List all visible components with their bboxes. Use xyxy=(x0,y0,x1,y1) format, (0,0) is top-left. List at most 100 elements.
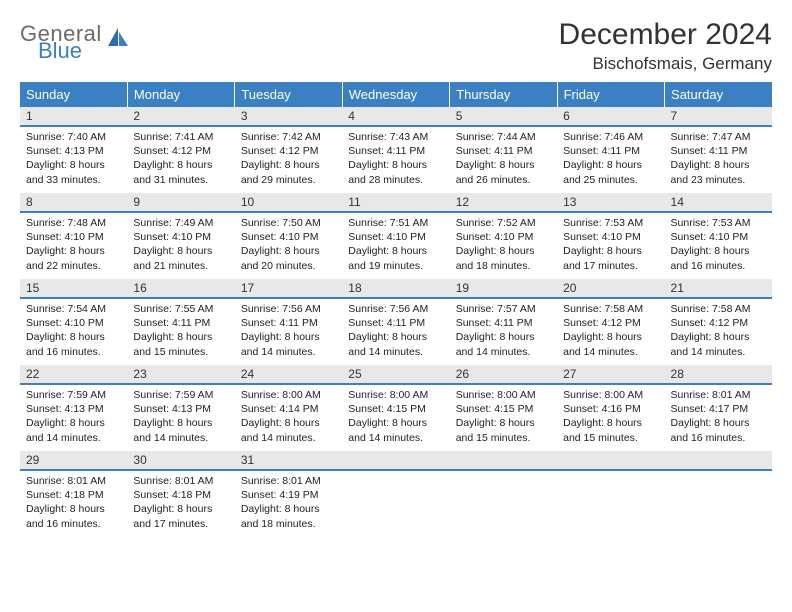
sunrise-line: Sunrise: 7:48 AM xyxy=(26,216,121,230)
sunrise-line: Sunrise: 8:00 AM xyxy=(348,388,443,402)
sunset-line: Sunset: 4:14 PM xyxy=(241,402,336,416)
day-details: Sunrise: 7:46 AMSunset: 4:11 PMDaylight:… xyxy=(557,127,664,191)
calendar-cell: 8Sunrise: 7:48 AMSunset: 4:10 PMDaylight… xyxy=(20,193,127,279)
day-details: Sunrise: 7:56 AMSunset: 4:11 PMDaylight:… xyxy=(235,299,342,363)
day-number: 3 xyxy=(235,107,342,127)
calendar-head: SundayMondayTuesdayWednesdayThursdayFrid… xyxy=(20,82,772,107)
day-number: 11 xyxy=(342,193,449,213)
day-details: Sunrise: 8:01 AMSunset: 4:17 PMDaylight:… xyxy=(665,385,772,449)
daylight-line: Daylight: 8 hours xyxy=(671,158,766,172)
sunrise-line: Sunrise: 7:52 AM xyxy=(456,216,551,230)
day-number: 6 xyxy=(557,107,664,127)
daylight-line: Daylight: 8 hours xyxy=(348,330,443,344)
daylight-line: Daylight: 8 hours xyxy=(563,416,658,430)
daylight-line: Daylight: 8 hours xyxy=(133,502,228,516)
sunrise-line: Sunrise: 7:53 AM xyxy=(671,216,766,230)
sunrise-line: Sunrise: 7:55 AM xyxy=(133,302,228,316)
daylight-line: Daylight: 8 hours xyxy=(133,416,228,430)
day-number: 18 xyxy=(342,279,449,299)
daylight-line: Daylight: 8 hours xyxy=(456,330,551,344)
sunrise-line: Sunrise: 7:57 AM xyxy=(456,302,551,316)
daylight-line: Daylight: 8 hours xyxy=(26,244,121,258)
sunset-line: Sunset: 4:18 PM xyxy=(26,488,121,502)
calendar-cell: 9Sunrise: 7:49 AMSunset: 4:10 PMDaylight… xyxy=(127,193,234,279)
daylight-line: and 18 minutes. xyxy=(456,259,551,273)
sunrise-line: Sunrise: 7:43 AM xyxy=(348,130,443,144)
day-details: Sunrise: 8:00 AMSunset: 4:16 PMDaylight:… xyxy=(557,385,664,449)
daylight-line: Daylight: 8 hours xyxy=(133,244,228,258)
day-details: Sunrise: 7:58 AMSunset: 4:12 PMDaylight:… xyxy=(665,299,772,363)
daylight-line: and 31 minutes. xyxy=(133,173,228,187)
logo-text: General Blue xyxy=(20,24,102,62)
calendar-cell: 18Sunrise: 7:56 AMSunset: 4:11 PMDayligh… xyxy=(342,279,449,365)
sunrise-line: Sunrise: 8:01 AM xyxy=(671,388,766,402)
daylight-line: Daylight: 8 hours xyxy=(241,158,336,172)
sunrise-line: Sunrise: 8:00 AM xyxy=(563,388,658,402)
calendar-cell: 1Sunrise: 7:40 AMSunset: 4:13 PMDaylight… xyxy=(20,107,127,193)
day-details: Sunrise: 8:01 AMSunset: 4:19 PMDaylight:… xyxy=(235,471,342,535)
daylight-line: and 23 minutes. xyxy=(671,173,766,187)
day-details: Sunrise: 7:59 AMSunset: 4:13 PMDaylight:… xyxy=(20,385,127,449)
logo: General Blue xyxy=(20,18,130,62)
sunset-line: Sunset: 4:11 PM xyxy=(348,316,443,330)
title-block: December 2024 Bischofsmais, Germany xyxy=(559,18,772,74)
day-number: 2 xyxy=(127,107,234,127)
sunrise-line: Sunrise: 7:51 AM xyxy=(348,216,443,230)
daylight-line: Daylight: 8 hours xyxy=(671,330,766,344)
day-number: 8 xyxy=(20,193,127,213)
day-number: 19 xyxy=(450,279,557,299)
day-details: Sunrise: 7:44 AMSunset: 4:11 PMDaylight:… xyxy=(450,127,557,191)
day-details: Sunrise: 7:54 AMSunset: 4:10 PMDaylight:… xyxy=(20,299,127,363)
sunrise-line: Sunrise: 7:58 AM xyxy=(671,302,766,316)
day-details: Sunrise: 8:01 AMSunset: 4:18 PMDaylight:… xyxy=(20,471,127,535)
day-number: 25 xyxy=(342,365,449,385)
sunrise-line: Sunrise: 7:50 AM xyxy=(241,216,336,230)
day-details: Sunrise: 7:51 AMSunset: 4:10 PMDaylight:… xyxy=(342,213,449,277)
daylight-line: Daylight: 8 hours xyxy=(456,158,551,172)
daylight-line: Daylight: 8 hours xyxy=(26,158,121,172)
calendar-week: 22Sunrise: 7:59 AMSunset: 4:13 PMDayligh… xyxy=(20,365,772,451)
sunset-line: Sunset: 4:12 PM xyxy=(563,316,658,330)
daylight-line: and 16 minutes. xyxy=(26,517,121,531)
day-number: 14 xyxy=(665,193,772,213)
calendar-cell: 15Sunrise: 7:54 AMSunset: 4:10 PMDayligh… xyxy=(20,279,127,365)
calendar-cell: 30Sunrise: 8:01 AMSunset: 4:18 PMDayligh… xyxy=(127,451,234,537)
day-number: 7 xyxy=(665,107,772,127)
daylight-line: and 15 minutes. xyxy=(456,431,551,445)
day-details: Sunrise: 7:55 AMSunset: 4:11 PMDaylight:… xyxy=(127,299,234,363)
daylight-line: and 18 minutes. xyxy=(241,517,336,531)
calendar-cell: 20Sunrise: 7:58 AMSunset: 4:12 PMDayligh… xyxy=(557,279,664,365)
day-number: 4 xyxy=(342,107,449,127)
day-number: 23 xyxy=(127,365,234,385)
day-number: 21 xyxy=(665,279,772,299)
daylight-line: Daylight: 8 hours xyxy=(26,330,121,344)
sunrise-line: Sunrise: 7:47 AM xyxy=(671,130,766,144)
day-header: Tuesday xyxy=(235,82,342,107)
calendar-week: 15Sunrise: 7:54 AMSunset: 4:10 PMDayligh… xyxy=(20,279,772,365)
daylight-line: Daylight: 8 hours xyxy=(563,330,658,344)
sunset-line: Sunset: 4:11 PM xyxy=(348,144,443,158)
daylight-line: and 14 minutes. xyxy=(241,431,336,445)
daylight-line: Daylight: 8 hours xyxy=(241,244,336,258)
day-header-row: SundayMondayTuesdayWednesdayThursdayFrid… xyxy=(20,82,772,107)
calendar-cell: 3Sunrise: 7:42 AMSunset: 4:12 PMDaylight… xyxy=(235,107,342,193)
calendar-cell: 31Sunrise: 8:01 AMSunset: 4:19 PMDayligh… xyxy=(235,451,342,537)
sunrise-line: Sunrise: 7:46 AM xyxy=(563,130,658,144)
calendar-cell: 24Sunrise: 8:00 AMSunset: 4:14 PMDayligh… xyxy=(235,365,342,451)
day-number: 26 xyxy=(450,365,557,385)
sunrise-line: Sunrise: 7:53 AM xyxy=(563,216,658,230)
daylight-line: Daylight: 8 hours xyxy=(563,158,658,172)
daylight-line: Daylight: 8 hours xyxy=(348,158,443,172)
daylight-line: and 14 minutes. xyxy=(26,431,121,445)
location: Bischofsmais, Germany xyxy=(559,54,772,74)
day-details: Sunrise: 7:43 AMSunset: 4:11 PMDaylight:… xyxy=(342,127,449,191)
sunrise-line: Sunrise: 7:59 AM xyxy=(26,388,121,402)
day-header: Monday xyxy=(127,82,234,107)
sunset-line: Sunset: 4:19 PM xyxy=(241,488,336,502)
sunset-line: Sunset: 4:18 PM xyxy=(133,488,228,502)
day-details: Sunrise: 7:58 AMSunset: 4:12 PMDaylight:… xyxy=(557,299,664,363)
day-number: 12 xyxy=(450,193,557,213)
sail-icon xyxy=(106,26,130,55)
sunset-line: Sunset: 4:12 PM xyxy=(133,144,228,158)
calendar-cell: 19Sunrise: 7:57 AMSunset: 4:11 PMDayligh… xyxy=(450,279,557,365)
